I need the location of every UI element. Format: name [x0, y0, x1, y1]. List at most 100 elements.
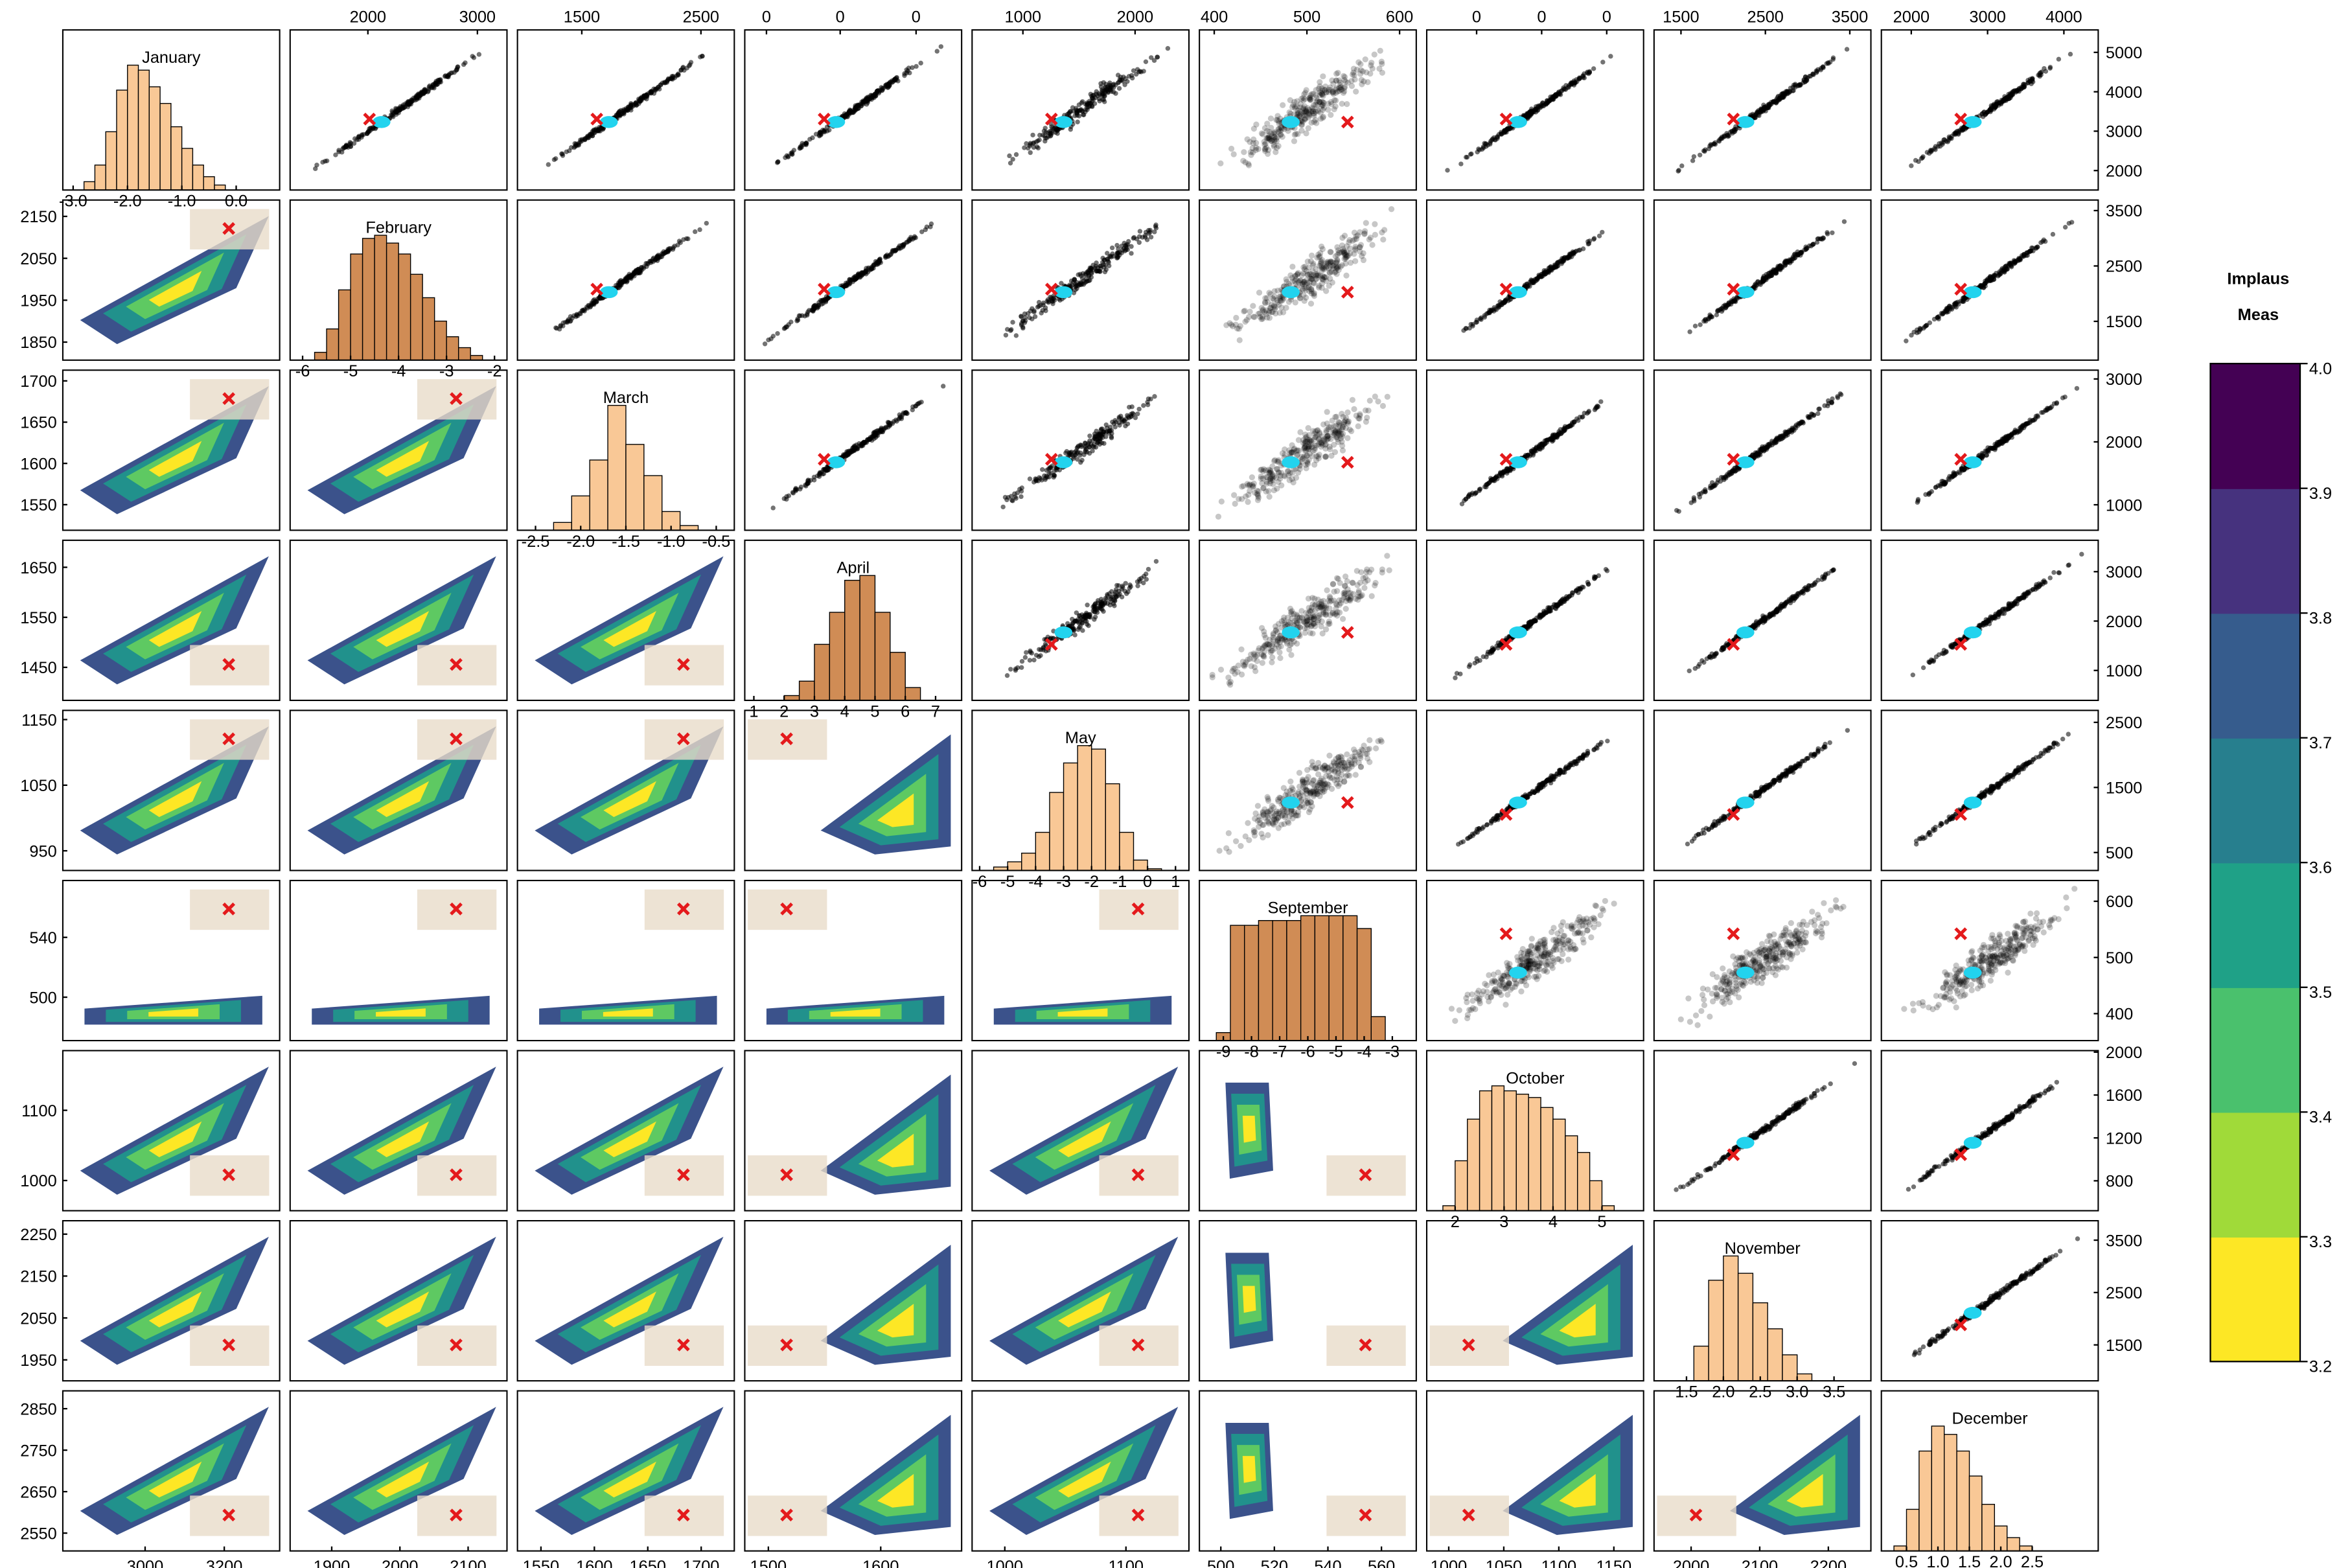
scatter-point: [1022, 312, 1027, 316]
scatter-point: [437, 78, 441, 82]
scatter-point: [1331, 427, 1337, 433]
scatter-point: [1381, 227, 1387, 233]
scatter-point: [1048, 132, 1052, 136]
scatter-point: [1105, 257, 1109, 261]
scatter-point: [1334, 257, 1340, 262]
scatter-point: [2021, 254, 2025, 259]
scatter-point: [1051, 473, 1055, 478]
scatter-point: [1037, 133, 1042, 137]
hist-bar: [374, 235, 387, 360]
scatter-point: [1324, 427, 1330, 433]
scatter-point: [1037, 300, 1041, 305]
scatter-point: [910, 65, 914, 70]
scatter-point: [1333, 104, 1339, 110]
scatter-point: [2001, 270, 2006, 274]
hist-bar: [411, 274, 423, 360]
scatter-point: [1380, 236, 1386, 242]
scatter-point: [794, 319, 799, 323]
scatter-point: [2009, 261, 2014, 266]
scatter-point: [1319, 281, 1325, 286]
scatter-point: [1477, 489, 1481, 493]
scatter-point: [1300, 97, 1306, 103]
scatter-point: [1591, 237, 1596, 242]
panel-title: February: [365, 219, 432, 237]
scatter-point: [1274, 459, 1280, 465]
scatter-point: [1297, 429, 1303, 435]
scatter-point: [1090, 448, 1094, 453]
scatter-point: [1264, 481, 1270, 487]
scatter-point: [1245, 499, 1250, 505]
red-cross: [1955, 284, 1966, 294]
scatter-point: [1006, 495, 1011, 500]
cyan-region: [1509, 456, 1527, 468]
scatter-point: [1079, 458, 1084, 463]
scatter-point: [1271, 137, 1277, 143]
scatter-point: [939, 44, 943, 49]
scatter-point: [904, 71, 909, 75]
scatter-point: [1328, 112, 1333, 118]
panel: [1427, 370, 1644, 530]
cyan-region: [827, 456, 846, 468]
scatter-point: [844, 454, 848, 458]
scatter-point: [1470, 324, 1475, 329]
scatter-point: [1036, 146, 1041, 150]
scatter-point: [1075, 120, 1079, 124]
scatter-point: [1098, 269, 1102, 273]
scatter-point: [1260, 316, 1265, 321]
scatter-point: [824, 468, 829, 472]
panel-title: March: [603, 389, 649, 407]
cyan-region: [1282, 286, 1300, 298]
scatter-point: [1333, 71, 1339, 76]
scatter-point: [1358, 242, 1364, 248]
x-tick-label: -0.5: [702, 533, 731, 551]
panel: [744, 370, 962, 530]
scatter-point: [352, 136, 357, 141]
scatter-point: [1344, 419, 1350, 424]
scatter-point: [1129, 404, 1134, 409]
scatter-point: [554, 326, 559, 330]
scatter-point: [1131, 236, 1136, 240]
scatter-point: [1216, 514, 1221, 520]
scatter-point: [1266, 290, 1272, 295]
scatter-point: [2027, 249, 2032, 253]
scatter-point: [1319, 244, 1324, 249]
scatter-point: [1152, 394, 1157, 398]
scatter-point: [1028, 143, 1032, 148]
scatter-point: [2043, 239, 2047, 244]
scatter-point: [1320, 107, 1326, 113]
panel: -2.5 -2.0 -1.5 -1.0 -0.5March: [518, 370, 735, 550]
scatter-point: [1760, 280, 1765, 284]
scatter-point: [1350, 397, 1355, 403]
scatter-point: [1720, 306, 1724, 310]
scatter-point: [1985, 110, 1990, 114]
scatter-point: [662, 80, 667, 84]
scatter-point: [1273, 475, 1279, 481]
scatter-point: [1693, 324, 1698, 329]
scatter-point: [684, 236, 689, 241]
scatter-point: [653, 88, 658, 93]
scatter-point: [1560, 260, 1564, 264]
scatter-point: [1309, 253, 1315, 259]
scatter-point: [2057, 57, 2061, 62]
scatter-point: [1129, 73, 1134, 78]
scatter-point: [1909, 333, 1913, 338]
hist-bar: [398, 254, 411, 360]
scatter-point: [1357, 413, 1363, 419]
scatter-point: [1109, 435, 1114, 440]
scatter-point: [1251, 126, 1257, 132]
scatter-point: [803, 141, 808, 146]
scatter-point: [1217, 161, 1223, 167]
scatter-point: [1270, 481, 1276, 487]
red-cross: [1728, 284, 1738, 294]
scatter-point: [1008, 161, 1013, 165]
scatter-point: [698, 54, 702, 59]
scatter-point: [1598, 399, 1603, 404]
hist-bar: [339, 290, 351, 360]
scatter-point: [1953, 132, 1957, 137]
scatter-point: [1328, 249, 1333, 255]
scatter-point: [1354, 236, 1359, 242]
scatter-point: [415, 95, 419, 100]
scatter-point: [1304, 459, 1310, 465]
scatter-point: [1318, 116, 1324, 122]
hist-bar: [182, 148, 193, 190]
